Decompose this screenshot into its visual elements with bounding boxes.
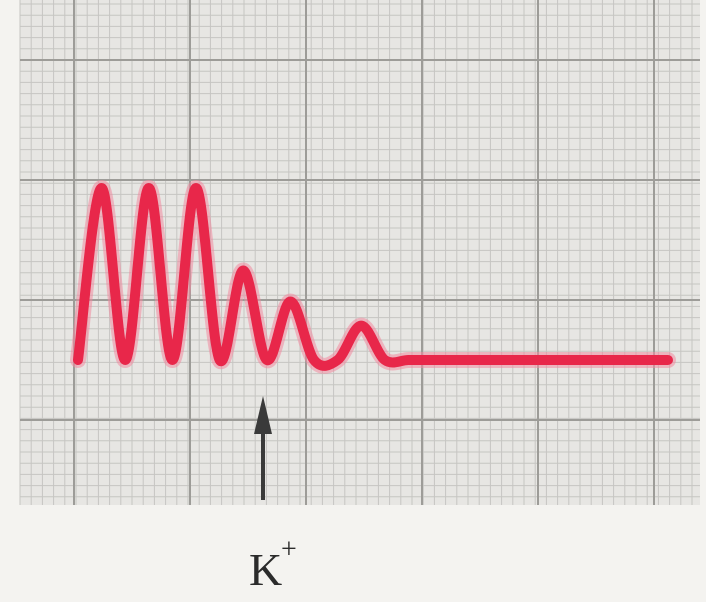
series-line	[73, 183, 673, 371]
arrow-head	[254, 396, 272, 434]
chart-grid	[19, 0, 700, 505]
k-arrow-marker	[254, 396, 272, 500]
k-ion-label: K	[249, 544, 282, 595]
k-ion-charge: +	[281, 534, 297, 565]
